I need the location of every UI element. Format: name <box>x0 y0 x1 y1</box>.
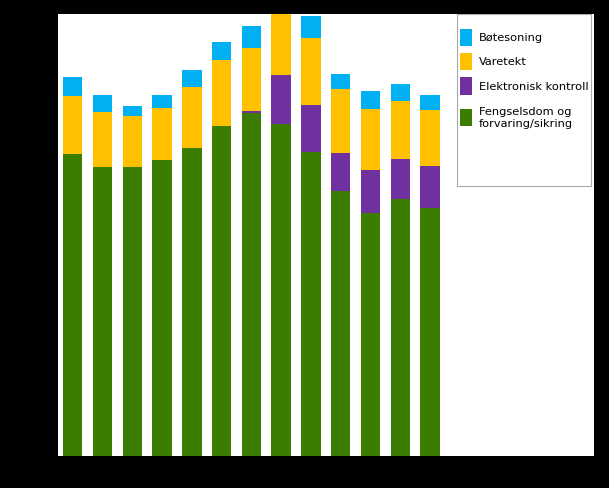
Bar <box>361 109 380 171</box>
Bar <box>301 17 320 40</box>
Bar <box>272 0 291 11</box>
Bar <box>390 102 410 160</box>
Bar <box>63 155 82 456</box>
Bar <box>182 71 202 88</box>
Text: Elektronisk kontroll: Elektronisk kontroll <box>479 82 588 92</box>
Bar <box>242 27 261 49</box>
Bar <box>361 214 380 456</box>
Bar <box>390 200 410 456</box>
Bar <box>331 75 350 90</box>
Bar <box>242 49 261 112</box>
Bar <box>93 113 112 167</box>
Bar <box>63 78 82 97</box>
Bar <box>420 96 440 111</box>
Bar <box>361 171 380 214</box>
Bar <box>272 76 291 124</box>
FancyBboxPatch shape <box>460 109 472 127</box>
Text: Fengselsdom og
forvaring/sikring: Fengselsdom og forvaring/sikring <box>479 107 572 129</box>
Text: Bøtesoning: Bøtesoning <box>479 33 543 43</box>
Bar <box>272 11 291 76</box>
Bar <box>390 85 410 102</box>
Bar <box>242 114 261 456</box>
Bar <box>182 148 202 456</box>
Bar <box>361 92 380 109</box>
Bar <box>390 160 410 200</box>
Bar <box>301 106 320 153</box>
FancyBboxPatch shape <box>457 15 591 187</box>
Bar <box>152 108 172 161</box>
Bar <box>152 96 172 108</box>
Bar <box>212 127 231 456</box>
FancyBboxPatch shape <box>460 78 472 96</box>
Bar <box>122 117 142 167</box>
Bar <box>242 112 261 114</box>
Bar <box>301 153 320 456</box>
Bar <box>420 111 440 167</box>
Bar <box>122 167 142 456</box>
Bar <box>212 61 231 127</box>
Bar <box>420 167 440 208</box>
FancyBboxPatch shape <box>460 30 472 47</box>
Bar <box>152 161 172 456</box>
Bar <box>122 107 142 117</box>
Bar <box>182 88 202 148</box>
Bar <box>331 154 350 191</box>
FancyBboxPatch shape <box>460 53 472 71</box>
Bar <box>93 167 112 456</box>
Bar <box>301 40 320 106</box>
Bar <box>212 43 231 61</box>
Bar <box>331 90 350 154</box>
Bar <box>420 208 440 456</box>
Bar <box>331 191 350 456</box>
Bar <box>272 124 291 456</box>
Bar <box>63 97 82 155</box>
Bar <box>93 96 112 113</box>
Text: Varetekt: Varetekt <box>479 57 526 67</box>
